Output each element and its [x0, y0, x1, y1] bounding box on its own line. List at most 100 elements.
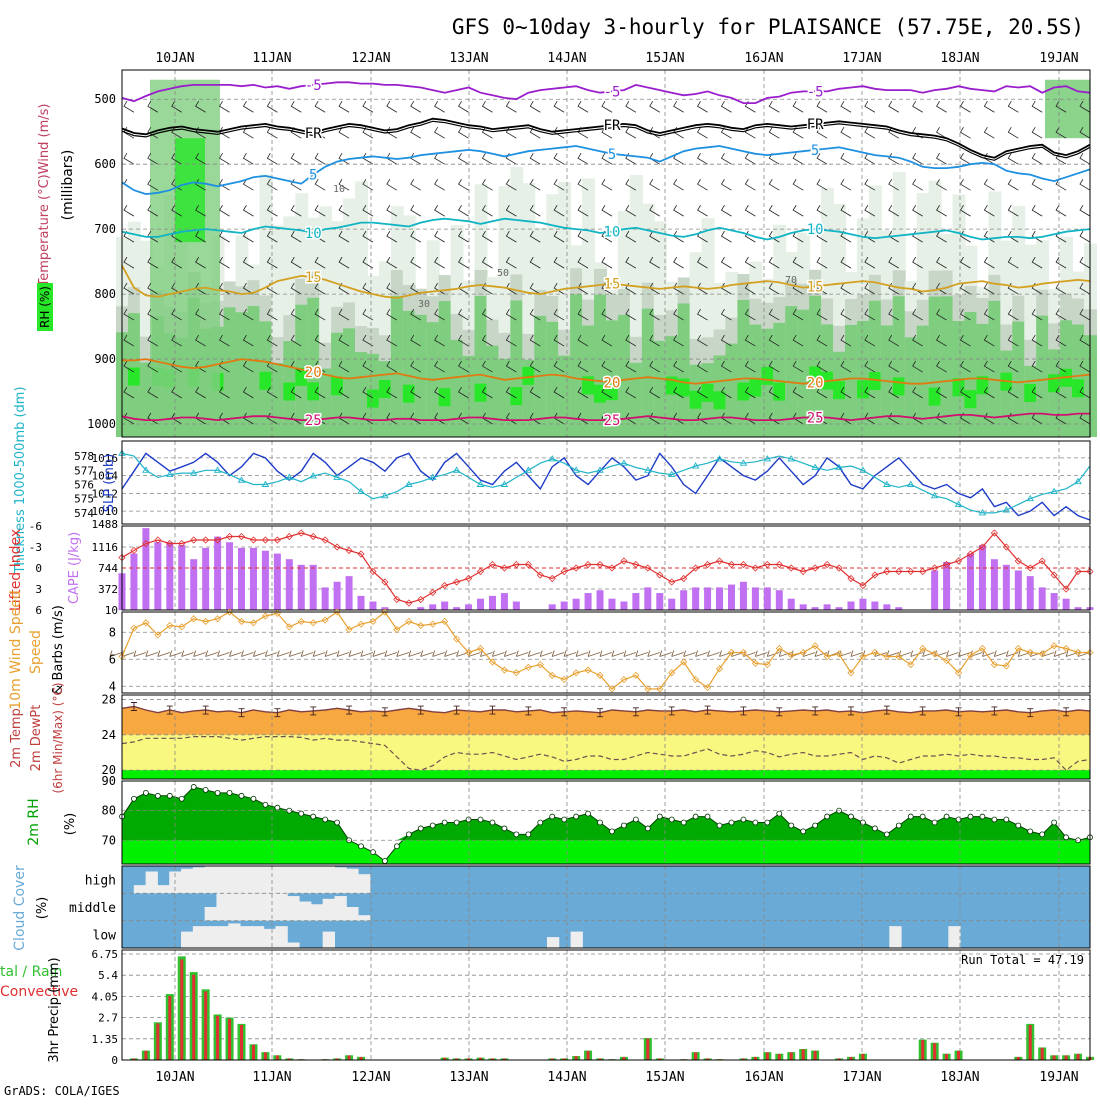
rh-band-light: [797, 233, 810, 284]
surface-wind-barb: [528, 651, 540, 657]
cape-bar: [608, 599, 615, 610]
cloud-layer-label: high: [85, 874, 116, 889]
rh-band-bright: [128, 368, 141, 386]
cloud-low-cell: [275, 926, 287, 948]
surface-wind-barb: [277, 651, 289, 657]
rh-band-dark: [917, 326, 930, 437]
cape-bar: [190, 559, 197, 610]
rh2m-marker: [705, 814, 710, 819]
cape-bar: [238, 548, 245, 610]
pressure-tick-label: 600: [94, 157, 116, 171]
precip-tick-label: 5.4: [98, 969, 118, 982]
isotherm-label: 5: [608, 147, 616, 163]
rh2m-marker: [586, 811, 591, 816]
precip-convective-bar: [575, 1056, 578, 1060]
cape-bar: [740, 582, 747, 610]
rh-band-light: [642, 204, 655, 283]
pressure-tick-label: 500: [94, 92, 116, 106]
cloud-high-cell: [181, 869, 193, 894]
cloud-high-cell: [216, 866, 228, 893]
li-tick-label: 6: [35, 604, 42, 617]
cape-bar: [871, 602, 878, 610]
surface-wind-barb: [373, 651, 385, 657]
surface-wind-barb: [947, 651, 959, 657]
cape-bar: [310, 565, 317, 610]
cape-bar: [441, 602, 448, 610]
rh2m-marker: [550, 814, 555, 819]
cape-bar: [1015, 570, 1022, 610]
rh-band-bright: [367, 390, 380, 408]
rh-band-bright: [439, 388, 452, 406]
date-label-top: 18JAN: [940, 51, 979, 66]
rh-band-dark: [343, 328, 356, 437]
cape-bar: [680, 590, 687, 610]
rh-band-dark: [1036, 316, 1049, 437]
cloud-middle-cell: [228, 893, 240, 920]
cloud-high-cell: [205, 866, 217, 893]
cape-bar: [334, 582, 341, 610]
rh2m-marker: [1040, 832, 1045, 837]
footer-credit: GrADS: COLA/IGES: [4, 1084, 120, 1098]
panel-precip-frame: [122, 950, 1090, 1060]
rh-band-light: [236, 235, 249, 286]
rh2m-marker: [251, 796, 256, 801]
surface-wind-barb: [636, 651, 648, 657]
rh-band-bright: [1048, 374, 1061, 392]
cloud-layer-label: low: [93, 928, 117, 943]
cape-tick-label: 372: [98, 583, 118, 596]
cape-bar: [1063, 599, 1070, 610]
cloud-low-cell: [287, 943, 299, 948]
surface-wind-barb: [349, 651, 361, 657]
slp-axis-label: SLP (mb): [102, 454, 117, 513]
cape-bar: [776, 590, 783, 610]
rh-band-bright: [283, 383, 296, 401]
isotherm-label: 10: [305, 226, 322, 242]
cape-tick-label: 10: [105, 604, 118, 617]
cape-bar: [226, 542, 233, 610]
rh2m-marker: [562, 817, 567, 822]
rh2m-tick-label: 80: [102, 804, 116, 818]
date-label-top: 14JAN: [547, 51, 586, 66]
precip-convective-bar: [646, 1039, 649, 1060]
rh2m-marker: [1016, 823, 1021, 828]
surface-wind-barb: [1054, 651, 1066, 657]
precip-convective-bar: [957, 1051, 960, 1060]
rh-band-light: [702, 218, 715, 337]
rh2m-marker: [263, 802, 268, 807]
rh2m-marker: [968, 814, 973, 819]
cape-tick-label: 744: [98, 562, 118, 575]
rh2m-marker: [574, 814, 579, 819]
isotherm-label: 25: [305, 413, 322, 429]
rh-band-light: [594, 262, 607, 268]
panel-slp-frame: [122, 441, 1090, 524]
date-label-top: 11JAN: [252, 51, 291, 66]
wind-axis-label-2: Speed: [28, 630, 44, 674]
precip-tick-label: 1.35: [92, 1033, 119, 1046]
pressure-axis-label: (millibars): [60, 150, 76, 221]
surface-wind-barb: [504, 651, 516, 657]
cape-bar: [489, 596, 496, 610]
isotherm-label: 10: [807, 222, 824, 238]
date-label-bottom: 11JAN: [252, 1070, 291, 1085]
precip-convective-bar: [1041, 1048, 1044, 1060]
isotherm-label: 5: [309, 168, 317, 184]
cape-bar: [286, 559, 293, 610]
date-label-bottom: 18JAN: [940, 1070, 979, 1085]
rh2m-marker: [502, 826, 507, 831]
cape-bar: [262, 551, 269, 610]
precip-convective-bar: [921, 1040, 924, 1060]
rh2m-marker: [299, 811, 304, 816]
rh-contour-label: 30: [418, 299, 430, 310]
rh-band-bright: [379, 380, 392, 398]
rh-band-light: [259, 175, 272, 296]
isotherm-label: 20: [807, 375, 824, 391]
surface-wind-barb: [397, 651, 409, 657]
rh-band-light: [666, 282, 679, 310]
li-tick-label: 3: [35, 583, 42, 596]
low-temp-band: [122, 770, 1090, 779]
rh2m-marker: [382, 859, 387, 864]
cape-bar: [130, 554, 137, 610]
date-label-bottom: 13JAN: [449, 1070, 488, 1085]
cape-bar: [597, 590, 604, 610]
rh2m-marker: [1064, 835, 1069, 840]
